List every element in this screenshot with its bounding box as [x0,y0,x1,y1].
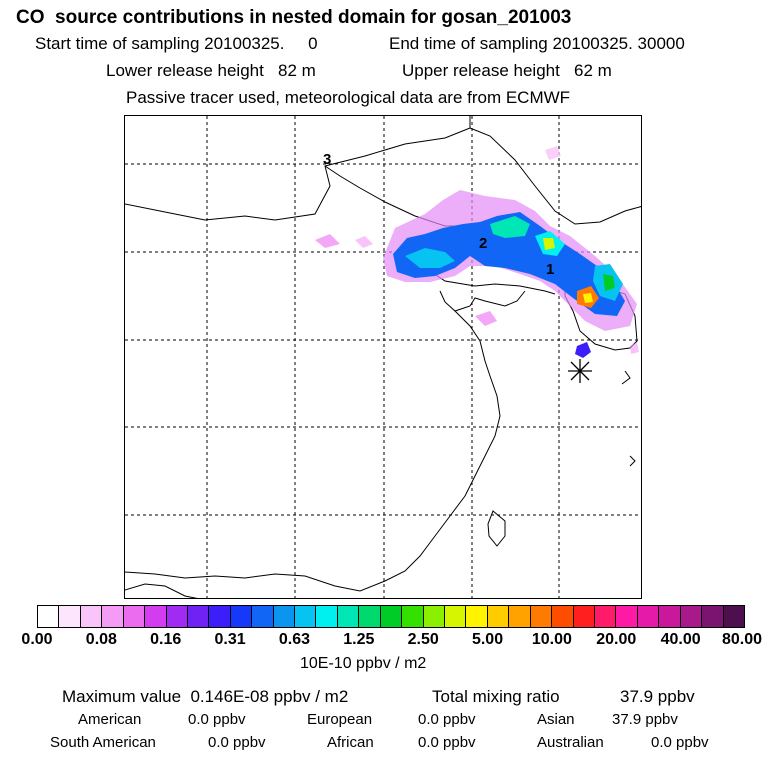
colorbar-segment [187,606,210,627]
colorbar-segment [337,606,360,627]
colorbar-segment [594,606,617,627]
colorbar-segment [402,606,424,627]
colorbar-segment [273,606,296,627]
american-label: American [78,711,142,728]
colorbar-segment [509,606,531,627]
start-time: Start time of sampling 20100325. 0 [35,34,318,53]
colorbar-segment [380,606,403,627]
colorbar-segment [102,606,124,627]
colorbar-segment [252,606,274,627]
source-marker-2: 2 [479,235,487,252]
american-value: 0.0 ppbv [188,711,246,728]
end-time: End time of sampling 20100325. 30000 [389,34,685,53]
colorbar-segment [573,606,595,627]
colorbar-segment [59,606,81,627]
colorbar-segment [80,606,103,627]
colorbar-segment [552,606,574,627]
african-value: 0.0 ppbv [418,734,476,751]
colorbar-tick-label: 5.00 [471,631,504,648]
colorbar-segment [659,606,681,627]
european-value: 0.0 ppbv [418,711,476,728]
colorbar-segment [702,606,724,627]
south-american-label: South American [50,734,156,751]
colorbar-segment [316,606,338,627]
source-marker-1: 1 [546,261,554,278]
colorbar-tick-label: 0.63 [278,631,311,648]
colorbar-tick-label: 0.00 [21,631,53,648]
colorbar-segment [230,606,253,627]
colorbar-segment [487,606,510,627]
map-plot: 3 2 1 [124,115,642,599]
asian-label: Asian [537,711,575,728]
colorbar-segment [466,606,488,627]
australian-label: Australian [537,734,604,751]
colorbar-segment [445,606,467,627]
colorbar-tick-label: 40.00 [660,631,701,648]
south-american-value: 0.0 ppbv [208,734,266,751]
colorbar-segment [359,606,381,627]
colorbar-segment [38,606,60,627]
lat-lon-grid [125,116,641,598]
colorbar-segment [166,606,188,627]
colorbar-tick-label: 10.00 [531,631,572,648]
map-canvas: 3 2 1 [125,116,641,598]
colorbar-segment [209,606,231,627]
total-mixing-value: 37.9 ppbv [620,687,695,706]
lower-release-height: Lower release height 82 m [106,61,316,80]
colorbar-tick-label: 20.00 [596,631,637,648]
colorbar-segment [616,606,638,627]
australian-value: 0.0 ppbv [651,734,709,751]
colorbar-tick-label: 0.08 [85,631,117,648]
tracer-note: Passive tracer used, meteorological data… [126,88,571,107]
colorbar-segment [123,606,146,627]
total-mixing-label: Total mixing ratio [432,687,560,706]
max-value: Maximum value 0.146E-08 ppbv / m2 [62,687,349,706]
african-label: African [327,734,374,751]
colorbar-segment [637,606,660,627]
co-plume [315,146,639,358]
colorbar-segment [423,606,446,627]
colorbar-tick-label: 2.50 [407,631,439,648]
colorbar-segment [530,606,553,627]
colorbar-segment [145,606,167,627]
upper-release-height: Upper release height 62 m [402,61,612,80]
colorbar [37,605,745,628]
page-title: CO source contributions in nested domain… [16,7,572,28]
receptor-asterisk-icon [568,359,592,383]
colorbar-tick-label: 0.16 [150,631,182,648]
colorbar-tick-label: 80.00 [721,631,763,648]
colorbar-segment [723,606,744,627]
colorbar-segment [295,606,317,627]
colorbar-tick-label: 1.25 [343,631,375,648]
source-marker-3: 3 [323,151,331,168]
asian-value: 37.9 ppbv [612,711,678,728]
colorbar-tick-label: 0.31 [214,631,246,648]
european-label: European [307,711,373,728]
colorbar-segment [680,606,703,627]
colorbar-unit: 10E-10 ppbv / m2 [300,655,427,672]
